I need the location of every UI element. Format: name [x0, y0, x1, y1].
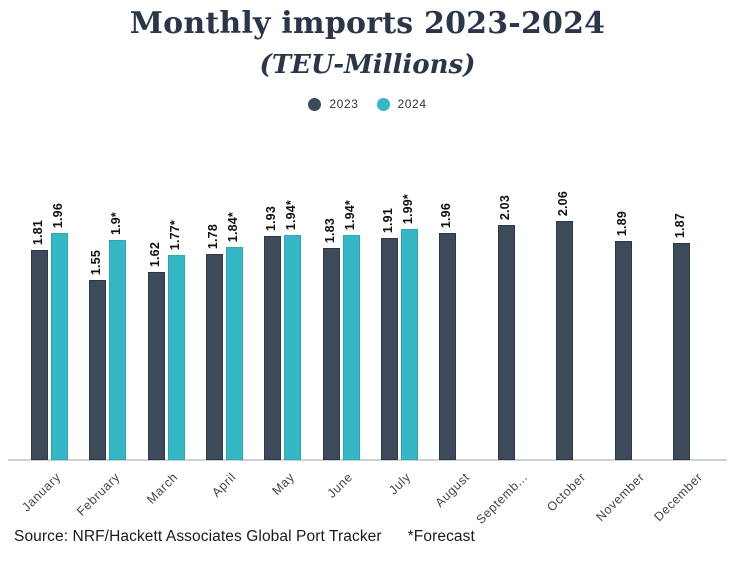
x-tick-label-august: August [432, 470, 473, 510]
bar-2023-september[interactable] [497, 225, 515, 460]
bar-value-label-2023-february: 1.55 [89, 249, 104, 275]
bar-value-label-2024-january: 1.96 [51, 202, 65, 228]
bar-value-label-2023-may: 1.93 [264, 205, 279, 231]
footer: Source: NRF/Hackett Associates Global Po… [14, 528, 724, 546]
bar-value-label-2023-july: 1.91 [381, 207, 396, 233]
bar-2024-june[interactable] [342, 235, 360, 460]
bar-value-label-2023-june: 1.83 [322, 217, 337, 243]
bar-2023-february[interactable] [89, 280, 107, 460]
bar-value-label-2023-march: 1.62 [147, 241, 162, 267]
bar-value-label-2024-june: 1.94* [342, 199, 357, 230]
x-tick-label-july: July [386, 470, 414, 498]
legend-item-2023[interactable]: 2023 [308, 97, 358, 111]
x-tick-label-june: June [324, 470, 356, 501]
bar-2023-march[interactable] [147, 272, 165, 460]
bar-group-april: 1.78 1.84* [197, 148, 255, 460]
bar-group-july: 1.91 1.99* [372, 148, 430, 460]
bar-2023-july[interactable] [381, 238, 399, 460]
bar-group-november: 1.89 [606, 148, 664, 460]
legend-label-2023: 2023 [329, 97, 359, 111]
bar-group-january: 1.81 1.96 [22, 148, 80, 460]
bar-2023-april[interactable] [206, 254, 224, 460]
bar-value-label-2023-january: 1.81 [31, 219, 45, 245]
bar-2023-may[interactable] [264, 236, 282, 460]
bar-value-label-2024-march: 1.77* [167, 219, 182, 250]
legend-swatch-2024-icon [376, 97, 390, 111]
forecast-note: *Forecast [407, 528, 475, 545]
bar-2024-march[interactable] [167, 255, 185, 460]
bar-2023-november[interactable] [614, 241, 632, 460]
bar-group-march: 1.62 1.77* [139, 148, 197, 460]
x-tick-label-november: November [593, 470, 648, 525]
legend-item-2024[interactable]: 2024 [376, 97, 427, 111]
bar-group-october: 2.06 [547, 148, 605, 460]
bar-2023-august[interactable] [439, 233, 457, 460]
source-text: Source: NRF/Hackett Associates Global Po… [14, 528, 382, 545]
bar-group-december: 1.87 [664, 148, 722, 460]
bar-value-label-2023-april: 1.78 [206, 223, 221, 249]
chart-subtitle: (TEU-Millions) [259, 50, 476, 80]
bar-value-label-2024-february: 1.9* [109, 211, 124, 235]
x-tick-label-december: December [651, 470, 706, 525]
bar-2024-january[interactable] [51, 233, 68, 460]
bar-2023-june[interactable] [322, 248, 340, 460]
bar-group-may: 1.93 1.94* [255, 148, 313, 460]
bar-value-label-2024-may: 1.94* [284, 199, 299, 230]
bar-2023-january[interactable] [31, 250, 48, 460]
x-tick-label-february: February [73, 470, 123, 519]
bar-2024-july[interactable] [401, 229, 419, 460]
plot-area: 1.81 1.96 1.55 1.9* 1.62 1.77* 1.78 1.84* 1.93 1.… [0, 148, 735, 461]
x-tick-label-september: Septemb... [473, 470, 531, 527]
bar-group-june: 1.83 1.94* [314, 148, 372, 460]
bar-value-label-2024-july: 1.99* [401, 193, 416, 224]
bar-group-september: 2.03 [489, 148, 547, 460]
bar-group-february: 1.55 1.9* [80, 148, 138, 460]
bar-value-label-2023-october: 2.06 [556, 190, 571, 216]
bar-value-label-2023-november: 1.89 [614, 210, 629, 236]
bar-group-august: 1.96 [430, 148, 488, 460]
bar-value-label-2023-december: 1.87 [672, 212, 687, 238]
legend: 2023 2024 [0, 97, 735, 111]
x-tick-label-october: October [544, 470, 590, 515]
bar-2024-may[interactable] [284, 235, 302, 460]
x-tick-label-april: April [209, 470, 239, 500]
x-tick-label-may: May [269, 470, 298, 498]
bar-2023-october[interactable] [556, 221, 574, 460]
bar-2023-december[interactable] [672, 243, 690, 460]
x-tick-label-march: March [144, 470, 181, 507]
x-axis-line [8, 459, 727, 461]
x-axis-labels: January February March April May June July Augu… [0, 462, 735, 527]
bar-value-label-2024-april: 1.84* [226, 211, 241, 242]
legend-label-2024: 2024 [397, 97, 427, 111]
bar-2024-april[interactable] [226, 247, 244, 460]
bar-2024-february[interactable] [109, 240, 127, 460]
legend-swatch-2023-icon [308, 97, 322, 111]
bar-value-label-2023-august: 1.96 [439, 202, 454, 228]
chart-title: Monthly imports 2023-2024 [129, 6, 606, 41]
x-tick-label-january: January [19, 470, 64, 515]
bar-value-label-2023-september: 2.03 [497, 194, 512, 220]
